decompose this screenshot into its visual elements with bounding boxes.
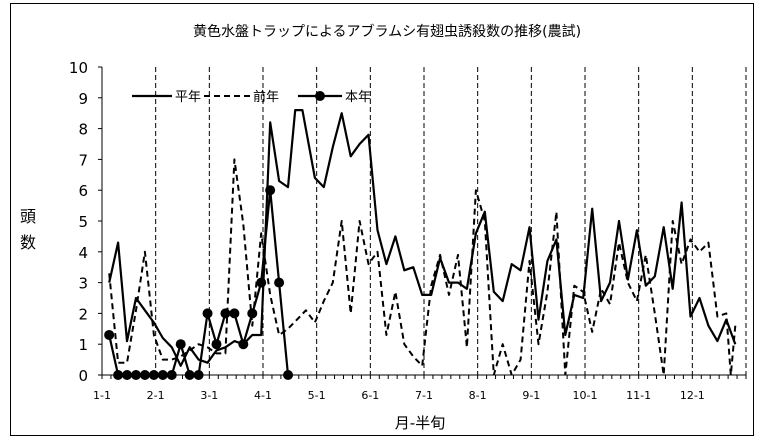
x-tick-label: 6-1 — [361, 389, 379, 402]
data-point-marker — [148, 370, 159, 380]
x-tick-label: 3-1 — [200, 389, 218, 402]
data-point-marker — [283, 370, 294, 380]
data-point-marker — [166, 370, 177, 380]
x-tick-label: 9-1 — [522, 389, 540, 402]
y-tick-label: 9 — [78, 90, 88, 108]
x-tick-label: 5-1 — [308, 389, 326, 402]
x-tick-label: 7-1 — [415, 389, 433, 402]
x-tick-label: 12-1 — [680, 389, 705, 402]
x-tick-label: 10-1 — [573, 389, 598, 402]
data-point-marker — [274, 277, 285, 288]
data-point-marker — [256, 277, 267, 288]
chart-title: 黄色水盤トラップによるアブラムシ有翅虫誘殺数の推移(農試) — [193, 23, 581, 40]
legend-label-2: 本年 — [345, 90, 371, 105]
data-point-marker — [113, 370, 124, 380]
y-tick-label: 6 — [78, 182, 88, 200]
y-tick-label: 7 — [78, 151, 88, 169]
data-point-marker — [104, 329, 115, 340]
data-point-marker — [184, 370, 195, 380]
y-axis-label: 頭 数 — [20, 207, 41, 252]
data-point-marker — [202, 308, 213, 319]
data-point-marker — [175, 339, 186, 350]
data-point-marker — [265, 185, 276, 196]
series-line-0 — [108, 108, 737, 367]
chart-legend: 平年 前年 本年 — [132, 89, 371, 105]
x-tick-label: 1-1 — [93, 389, 111, 402]
data-point-marker — [211, 339, 222, 350]
data-point-marker — [238, 339, 249, 350]
series-line-2 — [108, 189, 290, 375]
y-tick-label: 1 — [78, 336, 88, 354]
legend-marker — [315, 91, 325, 101]
x-tick-label: 8-1 — [469, 389, 487, 402]
x-tick-label: 4-1 — [254, 389, 272, 402]
data-point-marker — [229, 308, 240, 319]
data-point-marker — [139, 370, 150, 380]
legend-label-0: 平年 — [175, 90, 201, 105]
data-point-marker — [157, 370, 168, 380]
legend-label-1: 前年 — [253, 89, 279, 105]
chart-frame — [10, 3, 754, 436]
y-tick-label: 0 — [78, 367, 88, 385]
data-point-marker — [247, 308, 258, 319]
data-point-marker — [122, 370, 133, 380]
y-tick-label: 10 — [69, 59, 88, 77]
data-point-marker — [130, 370, 141, 380]
y-tick-label: 5 — [78, 213, 88, 231]
series-line-1 — [108, 158, 737, 375]
x-tick-label: 11-1 — [626, 389, 651, 402]
data-point-marker — [193, 370, 204, 380]
y-tick-label: 3 — [78, 275, 88, 293]
y-tick-label: 8 — [78, 121, 88, 139]
y-tick-label: 2 — [78, 305, 88, 323]
y-tick-label: 4 — [78, 244, 88, 262]
data-point-marker — [220, 308, 231, 319]
x-tick-label: 2-1 — [147, 389, 165, 402]
x-axis-label: 月-半旬 — [395, 414, 445, 432]
